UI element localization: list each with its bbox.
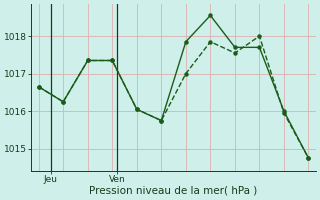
X-axis label: Pression niveau de la mer( hPa ): Pression niveau de la mer( hPa ) (90, 186, 258, 196)
